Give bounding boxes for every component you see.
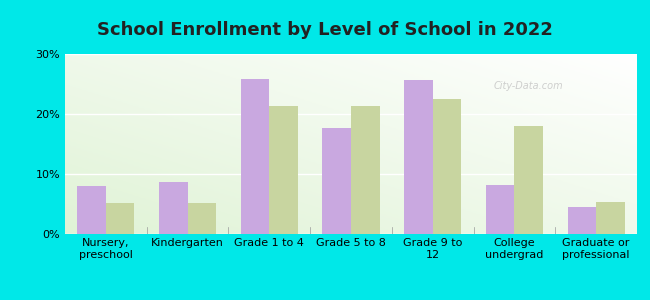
Bar bbox=[486, 185, 514, 234]
Bar bbox=[188, 203, 216, 234]
Bar bbox=[514, 126, 543, 234]
Bar bbox=[322, 128, 351, 234]
Bar bbox=[404, 80, 433, 234]
Bar bbox=[240, 79, 269, 234]
Bar bbox=[567, 207, 596, 234]
Bar bbox=[433, 99, 462, 234]
Bar bbox=[596, 202, 625, 234]
Bar bbox=[269, 106, 298, 234]
Text: City-Data.com: City-Data.com bbox=[494, 81, 564, 91]
Bar bbox=[159, 182, 188, 234]
Bar bbox=[77, 186, 106, 234]
Text: School Enrollment by Level of School in 2022: School Enrollment by Level of School in … bbox=[97, 21, 553, 39]
Bar bbox=[351, 106, 380, 234]
Bar bbox=[106, 203, 135, 234]
